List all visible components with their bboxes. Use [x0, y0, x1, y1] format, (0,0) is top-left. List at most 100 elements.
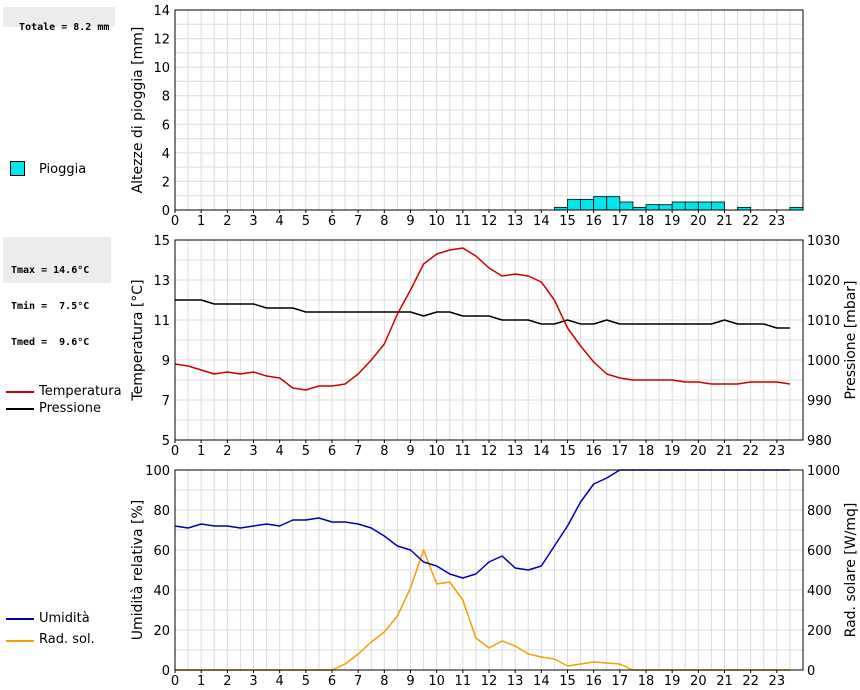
- x-tick-label: 21: [716, 444, 733, 459]
- x-tick-label: 6: [328, 674, 336, 689]
- y2-axis-title: Rad. solare [W/mq]: [843, 503, 859, 638]
- humidity-legend-line: [6, 618, 34, 620]
- y2-tick-label: 0: [807, 664, 815, 679]
- y-axis-title: Umidità relativa [%]: [130, 500, 146, 641]
- rain-bar: [567, 198, 581, 211]
- pressure-legend-label: Pressione: [39, 401, 102, 416]
- x-tick-label: 14: [533, 674, 550, 689]
- y-tick-label: 7: [162, 394, 170, 409]
- x-tick-label: 6: [328, 214, 336, 229]
- y2-tick-label: 800: [807, 504, 832, 519]
- x-tick-label: 20: [690, 674, 707, 689]
- x-tick-label: 11: [455, 444, 472, 459]
- rain-legend-swatch: [10, 161, 25, 176]
- x-tick-label: 5: [302, 674, 310, 689]
- rain-bar: [697, 201, 712, 211]
- y-tick-label: 20: [153, 624, 170, 639]
- y2-tick-label: 400: [807, 584, 832, 599]
- x-tick-label: 18: [638, 214, 655, 229]
- x-tick-label: 4: [276, 444, 284, 459]
- x-tick-label: 7: [354, 444, 362, 459]
- rain-bar: [684, 201, 699, 211]
- temperature-stats-box: Tmax = 14.6°C Tmin = 7.5°C Tmed = 9.6°C: [3, 237, 111, 348]
- x-tick-label: 23: [769, 444, 786, 459]
- y-tick-label: 12: [153, 33, 170, 48]
- y-tick-label: 100: [145, 464, 170, 479]
- x-tick-label: 14: [533, 444, 550, 459]
- y-tick-label: 14: [153, 4, 170, 19]
- x-tick-label: 0: [171, 214, 179, 229]
- y2-tick-label: 1000: [807, 464, 840, 479]
- x-tick-label: 23: [769, 674, 786, 689]
- x-tick-label: 13: [507, 214, 524, 229]
- tmax-text: Tmax = 14.6°C: [11, 265, 90, 276]
- y-tick-label: 11: [153, 314, 170, 329]
- x-tick-label: 9: [406, 444, 414, 459]
- x-tick-label: 2: [223, 674, 231, 689]
- y2-tick-label: 990: [807, 394, 832, 409]
- x-tick-label: 16: [585, 444, 602, 459]
- x-tick-label: 9: [406, 674, 414, 689]
- y-axis-title: Altezze di pioggia [mm]: [130, 27, 146, 194]
- x-tick-label: 4: [276, 214, 284, 229]
- y-tick-label: 40: [153, 584, 170, 599]
- rain-total-text: Totale = 8.2 mm: [19, 22, 110, 33]
- x-tick-label: 22: [742, 444, 759, 459]
- y-tick-label: 9: [162, 354, 170, 369]
- y-tick-label: 10: [153, 61, 170, 76]
- y-tick-label: 0: [162, 204, 170, 219]
- y2-tick-label: 200: [807, 624, 832, 639]
- y-tick-label: 4: [162, 147, 170, 162]
- x-tick-label: 20: [690, 214, 707, 229]
- temperature-legend-line: [6, 391, 34, 393]
- x-tick-label: 7: [354, 214, 362, 229]
- x-tick-label: 14: [533, 214, 550, 229]
- humidity-legend-label: Umidità: [39, 611, 90, 626]
- x-tick-label: 16: [585, 214, 602, 229]
- x-tick-label: 18: [638, 444, 655, 459]
- x-tick-label: 1: [197, 214, 205, 229]
- y-tick-label: 6: [162, 118, 170, 133]
- x-tick-label: 19: [664, 214, 681, 229]
- x-tick-label: 2: [223, 214, 231, 229]
- x-tick-label: 18: [638, 674, 655, 689]
- x-tick-label: 15: [559, 674, 576, 689]
- temperature-line: [174, 247, 791, 391]
- x-tick-label: 19: [664, 444, 681, 459]
- x-tick-label: 12: [481, 674, 498, 689]
- x-tick-label: 0: [171, 674, 179, 689]
- x-tick-label: 8: [380, 444, 388, 459]
- y-tick-label: 5: [162, 434, 170, 449]
- x-tick-label: 11: [455, 214, 472, 229]
- x-tick-label: 20: [690, 444, 707, 459]
- x-tick-label: 23: [769, 214, 786, 229]
- tmin-text: Tmin = 7.5°C: [11, 301, 90, 312]
- x-tick-label: 10: [428, 674, 445, 689]
- x-tick-label: 10: [428, 214, 445, 229]
- rain-bar: [671, 201, 686, 211]
- y2-tick-label: 1020: [807, 274, 840, 289]
- x-tick-label: 21: [716, 214, 733, 229]
- x-tick-label: 10: [428, 444, 445, 459]
- x-tick-label: 17: [612, 444, 629, 459]
- rain-bar: [645, 204, 660, 211]
- x-tick-label: 11: [455, 674, 472, 689]
- x-tick-label: 3: [249, 214, 257, 229]
- y2-tick-label: 1010: [807, 314, 840, 329]
- x-tick-label: 2: [223, 444, 231, 459]
- pressure-line: [175, 299, 790, 329]
- y-tick-label: 8: [162, 90, 170, 105]
- y2-axis-title: Pressione [mbar]: [843, 280, 859, 399]
- rain-bar: [580, 198, 595, 211]
- rain-bar: [619, 201, 634, 211]
- y-tick-label: 13: [153, 274, 170, 289]
- rain-bar: [593, 196, 608, 211]
- y-tick-label: 80: [153, 504, 170, 519]
- x-tick-label: 21: [716, 674, 733, 689]
- rain-legend-label: Pioggia: [39, 162, 87, 177]
- radiation-legend-label: Rad. sol.: [39, 632, 95, 647]
- y-tick-label: 2: [162, 175, 170, 190]
- x-tick-label: 8: [380, 674, 388, 689]
- rain-bar: [606, 196, 621, 211]
- y2-tick-label: 600: [807, 544, 832, 559]
